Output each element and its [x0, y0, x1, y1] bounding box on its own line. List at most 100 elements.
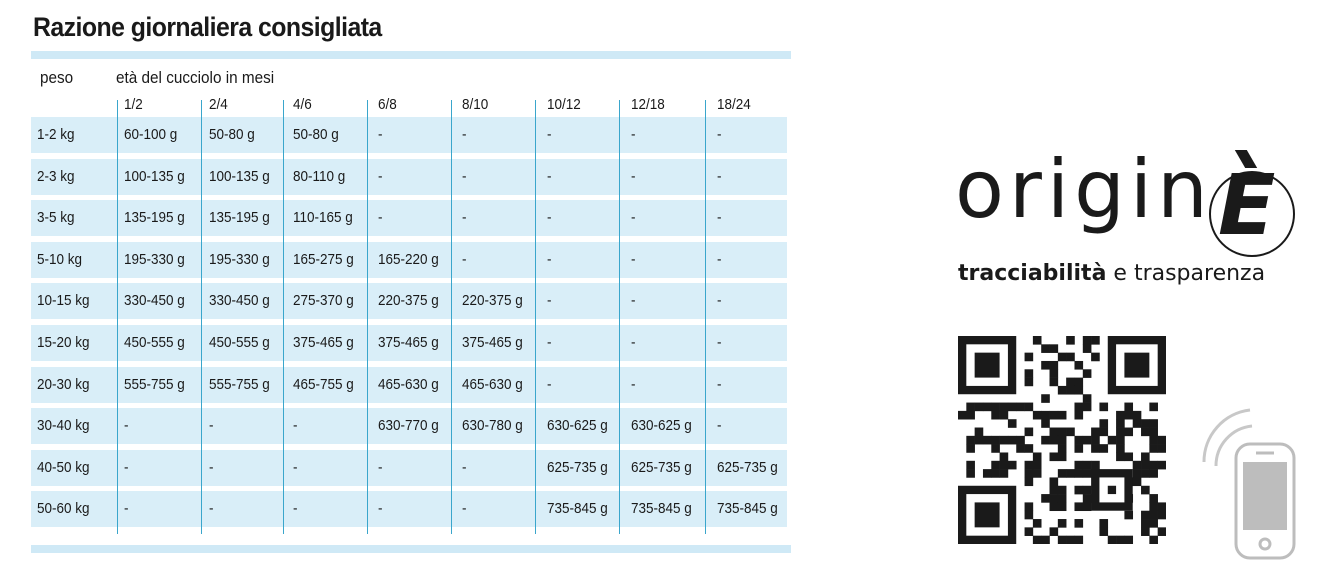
- table-cell: -: [631, 334, 636, 351]
- table-cell: -: [547, 168, 552, 185]
- table-cell: -: [717, 376, 722, 393]
- weight-cell: 3-5 kg: [37, 209, 75, 226]
- table-cell: -: [124, 417, 129, 434]
- weight-cell: 20-30 kg: [37, 376, 90, 393]
- table-cell: -: [378, 209, 383, 226]
- table-cell: -: [124, 500, 129, 517]
- column-header: 8/10: [462, 96, 489, 113]
- tagline-rest: e trasparenza: [1106, 261, 1266, 286]
- table-cell: -: [631, 168, 636, 185]
- column-rule: [451, 100, 452, 534]
- table-row: [31, 491, 787, 527]
- column-rule: [117, 100, 118, 534]
- table-cell: 625-735 g: [717, 459, 778, 476]
- table-row: [31, 408, 787, 444]
- table-row: [31, 117, 787, 153]
- table-cell: -: [293, 500, 298, 517]
- table-cell: -: [378, 126, 383, 143]
- table-cell: -: [547, 126, 552, 143]
- table-cell: 220-375 g: [378, 292, 439, 309]
- age-header: età del cucciolo in mesi: [116, 68, 275, 87]
- table-cell: -: [462, 459, 467, 476]
- table-cell: 735-845 g: [547, 500, 608, 517]
- table-cell: -: [462, 126, 467, 143]
- column-rule: [705, 100, 706, 534]
- table-cell: -: [717, 209, 722, 226]
- table-cell: 625-735 g: [547, 459, 608, 476]
- table-cell: -: [462, 168, 467, 185]
- table-cell: 195-330 g: [209, 251, 270, 268]
- table-cell: 275-370 g: [293, 292, 354, 309]
- table-cell: -: [717, 251, 722, 268]
- table-row: [31, 200, 787, 236]
- table-cell: -: [631, 126, 636, 143]
- table-cell: -: [547, 376, 552, 393]
- weight-cell: 40-50 kg: [37, 459, 90, 476]
- table-row: [31, 325, 787, 361]
- table-row: [31, 283, 787, 319]
- weight-cell: 2-3 kg: [37, 168, 75, 185]
- table-cell: -: [209, 459, 214, 476]
- table-cell: 100-135 g: [124, 168, 185, 185]
- table-cell: 50-80 g: [209, 126, 255, 143]
- brand-tagline: tracciabilità e trasparenza: [958, 261, 1265, 286]
- table-cell: -: [462, 500, 467, 517]
- table-cell: 555-755 g: [124, 376, 185, 393]
- table-cell: -: [209, 417, 214, 434]
- table-cell: -: [293, 417, 298, 434]
- table-cell: 450-555 g: [209, 334, 270, 351]
- weight-cell: 50-60 kg: [37, 500, 90, 517]
- table-cell: -: [631, 376, 636, 393]
- table-cell: -: [124, 459, 129, 476]
- column-rule: [201, 100, 202, 534]
- table-cell: -: [547, 334, 552, 351]
- table-cell: -: [717, 417, 722, 434]
- table-cell: 375-465 g: [293, 334, 354, 351]
- table-cell: 165-275 g: [293, 251, 354, 268]
- table-cell: 135-195 g: [209, 209, 270, 226]
- table-cell: -: [631, 251, 636, 268]
- table-cell: 625-735 g: [631, 459, 692, 476]
- table-row: [31, 367, 787, 403]
- weight-cell: 15-20 kg: [37, 334, 90, 351]
- table-cell: 50-80 g: [293, 126, 339, 143]
- weight-cell: 5-10 kg: [37, 251, 83, 268]
- table-cell: 135-195 g: [124, 209, 185, 226]
- weight-cell: 1-2 kg: [37, 126, 75, 143]
- table-row: [31, 159, 787, 195]
- smartphone-scan-icon: [1202, 408, 1296, 560]
- table-cell: 220-375 g: [462, 292, 523, 309]
- table-cell: -: [462, 209, 467, 226]
- table-cell: -: [547, 292, 552, 309]
- tagline-bold: tracciabilità: [958, 261, 1107, 286]
- brand-letter: E: [1218, 156, 1276, 254]
- table-cell: 630-780 g: [462, 417, 523, 434]
- weight-cell: 10-15 kg: [37, 292, 90, 309]
- column-header: 10/12: [547, 96, 581, 113]
- table-cell: -: [378, 500, 383, 517]
- qr-code-icon: [958, 336, 1166, 544]
- table-cell: 630-625 g: [631, 417, 692, 434]
- column-header: 1/2: [124, 96, 143, 113]
- column-header: 6/8: [378, 96, 397, 113]
- table-cell: -: [547, 209, 552, 226]
- weight-header: peso: [40, 68, 74, 87]
- weight-cell: 30-40 kg: [37, 417, 90, 434]
- table-cell: 195-330 g: [124, 251, 185, 268]
- table-cell: 60-100 g: [124, 126, 178, 143]
- table-cell: 555-755 g: [209, 376, 270, 393]
- column-header: 4/6: [293, 96, 312, 113]
- column-header: 12/18: [631, 96, 665, 113]
- page-title: Razione giornaliera consigliata: [33, 12, 382, 42]
- table-cell: 100-135 g: [209, 168, 270, 185]
- table-cell: 630-770 g: [378, 417, 439, 434]
- table-cell: 735-845 g: [717, 500, 778, 517]
- column-rule: [535, 100, 536, 534]
- table-cell: 110-165 g: [293, 209, 353, 226]
- table-cell: -: [378, 459, 383, 476]
- table-cell: -: [462, 251, 467, 268]
- column-header: 2/4: [209, 96, 228, 113]
- table-cell: 465-630 g: [462, 376, 523, 393]
- table-cell: 450-555 g: [124, 334, 185, 351]
- table-cell: -: [209, 500, 214, 517]
